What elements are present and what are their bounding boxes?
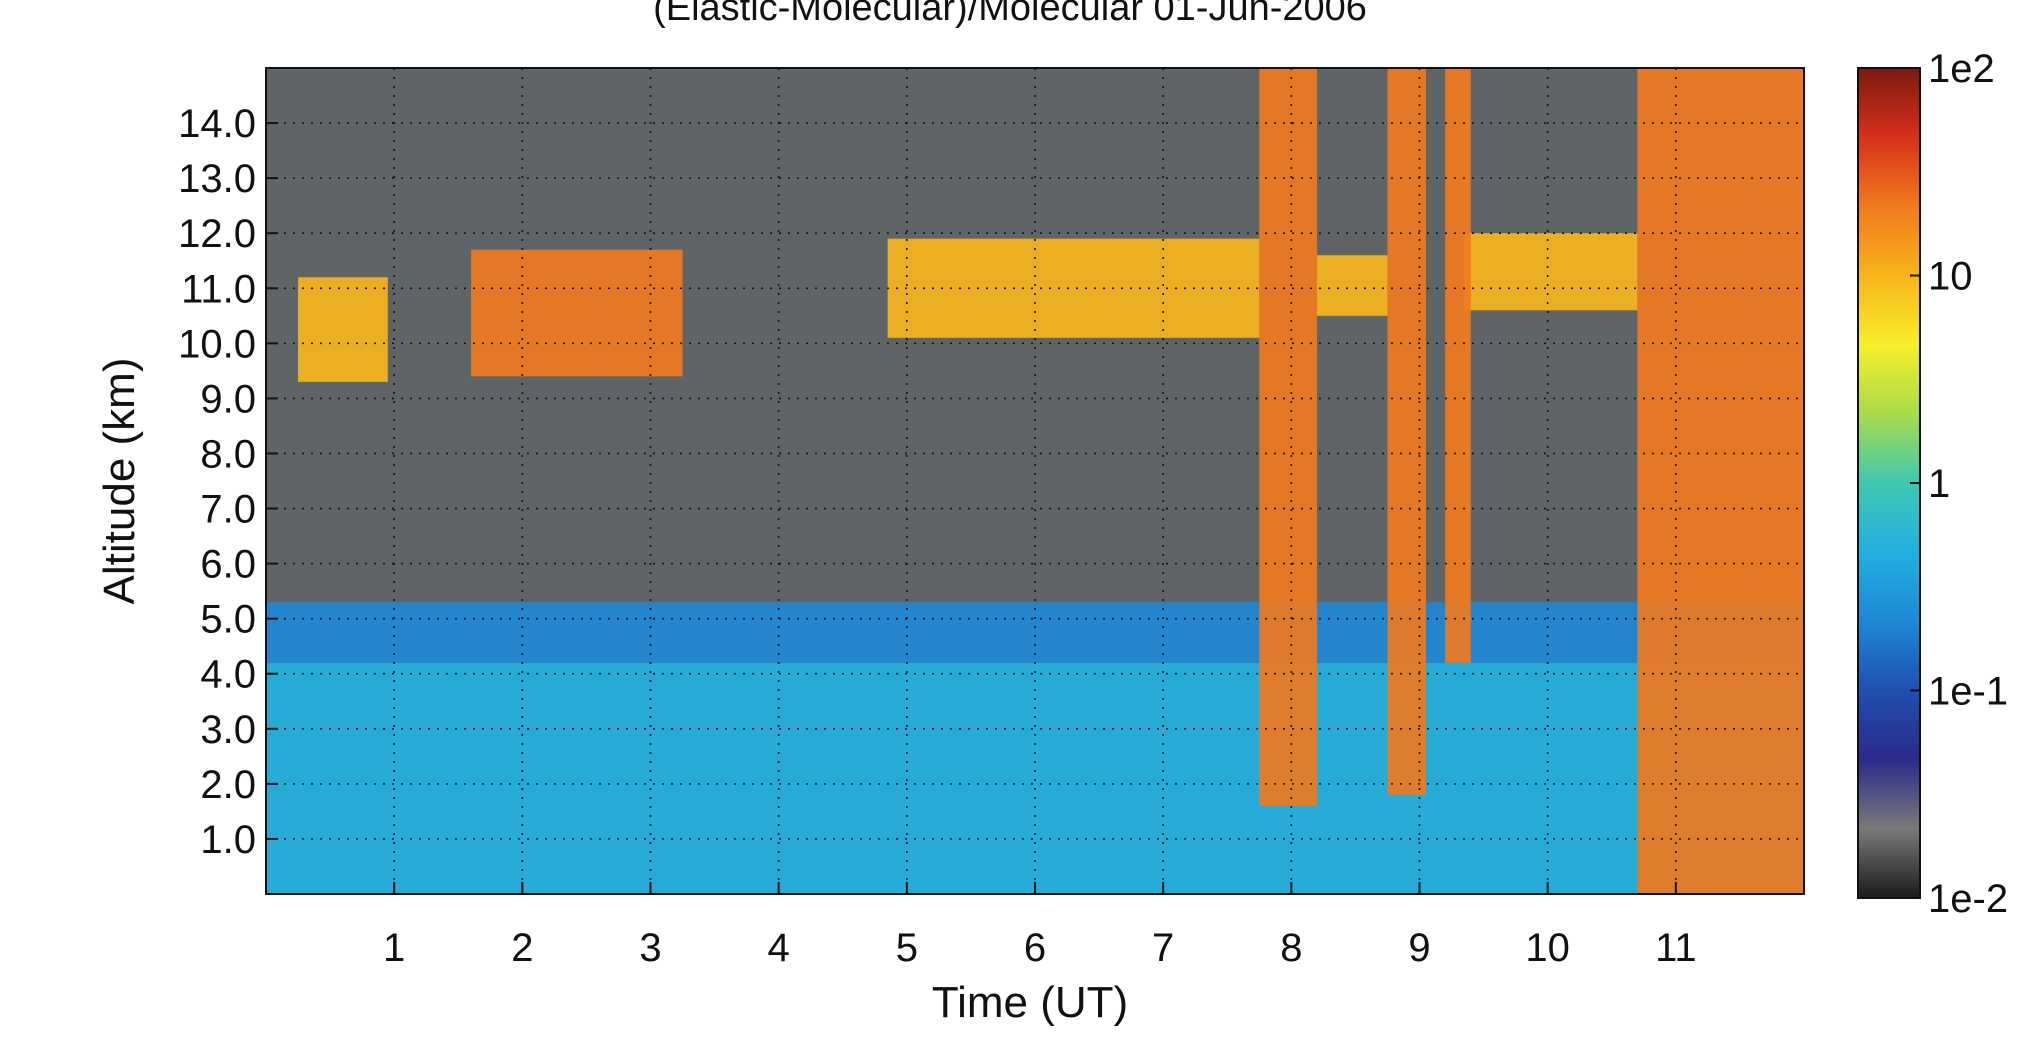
region-cirrus-1 (298, 277, 388, 382)
x-tick-label: 5 (896, 926, 918, 970)
region-attenuated-column-1 (1259, 68, 1317, 806)
y-tick-label: 8.0 (200, 432, 256, 476)
x-tick-label: 4 (768, 926, 790, 970)
y-tick-label: 6.0 (200, 543, 256, 587)
y-tick-label: 2.0 (200, 763, 256, 807)
region-saturated-sunrise (1637, 68, 1804, 894)
region-boundary-layer (266, 662, 1804, 894)
y-tick-label: 4.0 (200, 653, 256, 697)
x-tick-label: 2 (511, 926, 533, 970)
colorbar-tick-label: 1e-1 (1928, 670, 2008, 714)
x-tick-label: 11 (1655, 926, 1697, 970)
region-cirrus-2 (471, 249, 683, 377)
y-tick-label: 7.0 (200, 488, 256, 532)
chart-title: (Elastic-Molecular)/Molecular 01-Jun-200… (653, 0, 1367, 29)
y-axis: 1.0 2.0 3.0 4.0 5.0 6.0 7.0 8.0 9.0 10.0 11.0 12.0 1… (178, 102, 278, 862)
x-tick-label: 7 (1152, 926, 1174, 970)
colorbar-tick-label: 1 (1928, 462, 1950, 506)
colorbar: 1e-2 1e-1 1 10 1e2 (1857, 47, 2008, 921)
y-tick-label: 9.0 (200, 377, 256, 421)
colorbar-tick-label: 10 (1928, 255, 1973, 299)
x-tick-label: 8 (1280, 926, 1302, 970)
y-tick-label: 3.0 (200, 708, 256, 752)
plot-area (266, 68, 1804, 894)
x-tick-label: 6 (1024, 926, 1046, 970)
x-axis: 1 2 3 4 5 6 7 8 9 10 11 (383, 882, 1697, 970)
y-tick-label: 10.0 (178, 322, 256, 366)
x-tick-label: 9 (1408, 926, 1430, 970)
colorbar-gradient (1857, 67, 1921, 899)
region-attenuated-column-3 (1445, 68, 1471, 663)
colorbar-tick-label: 1e-2 (1928, 877, 2008, 921)
region-cirrus-5 (1464, 233, 1638, 311)
colorbar-tick-label: 1e2 (1928, 47, 1995, 91)
y-tick-label: 12.0 (178, 212, 256, 256)
y-tick-label: 11.0 (181, 267, 256, 311)
x-axis-label: Time (UT) (932, 978, 1128, 1027)
y-tick-label: 1.0 (200, 818, 256, 862)
x-tick-label: 10 (1525, 926, 1570, 970)
y-tick-label: 13.0 (178, 157, 256, 201)
y-tick-label: 14.0 (178, 102, 256, 146)
x-tick-label: 1 (383, 926, 405, 970)
x-tick-label: 3 (639, 926, 661, 970)
y-tick-label: 5.0 (200, 598, 256, 642)
region-cirrus-3 (887, 238, 1260, 338)
region-cirrus-4 (1316, 255, 1388, 316)
y-axis-label: Altitude (km) (95, 358, 144, 605)
region-noise-band (266, 602, 1804, 663)
